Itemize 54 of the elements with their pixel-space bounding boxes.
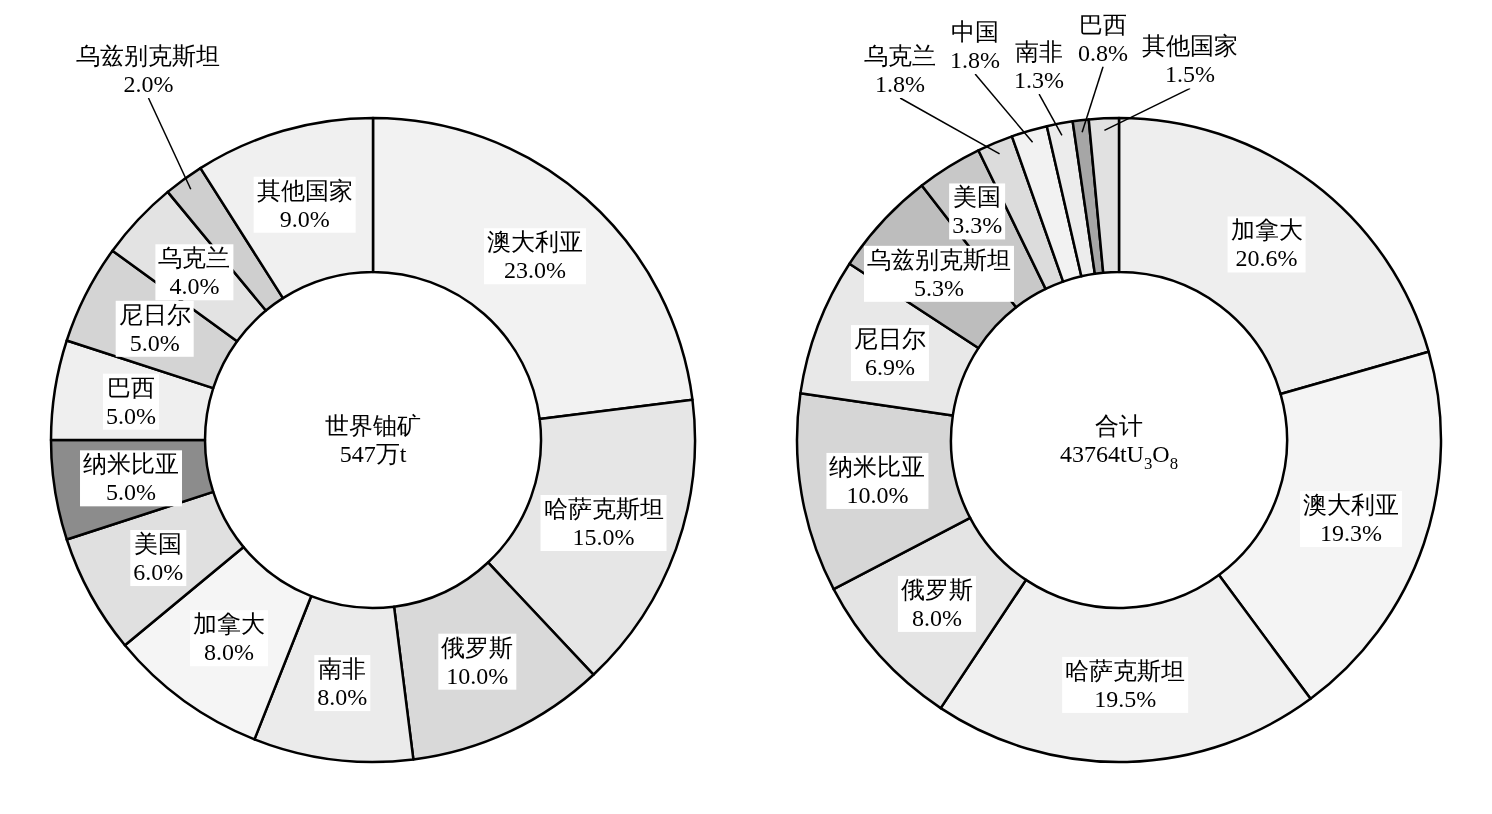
data-label: 23.0% bbox=[504, 257, 567, 284]
slice-label: 尼日尔 bbox=[118, 301, 191, 328]
slice-label: 乌兹别克斯坦 bbox=[76, 43, 221, 69]
data-label: 1.5% bbox=[1165, 61, 1216, 88]
slice-label: 巴西 bbox=[1079, 11, 1128, 38]
slice-label: 乌克兰 bbox=[864, 43, 937, 69]
slice-label: 中国 bbox=[951, 19, 1000, 45]
slice-label: 尼日尔 bbox=[853, 326, 926, 353]
slice-label: 南非 bbox=[318, 656, 367, 683]
slice-label: 纳米比亚 bbox=[83, 451, 180, 478]
data-label: 6.9% bbox=[864, 354, 915, 381]
data-label: 4.0% bbox=[169, 273, 220, 300]
data-label: 8.0% bbox=[317, 684, 368, 711]
data-label: 6.0% bbox=[133, 559, 184, 586]
slice-label: 哈萨克斯坦 bbox=[1065, 657, 1186, 684]
slice-label: 乌兹别克斯坦 bbox=[866, 246, 1011, 273]
slice-label: 巴西 bbox=[107, 374, 156, 401]
data-label: 1.8% bbox=[950, 47, 1001, 73]
data-label: 1.8% bbox=[875, 71, 926, 97]
slice-label: 加拿大 bbox=[1230, 217, 1303, 244]
slice-label: 美国 bbox=[134, 531, 183, 558]
slice-label: 其他国家 bbox=[256, 177, 353, 204]
text: 合计 bbox=[1095, 413, 1143, 439]
slice-label: 南非 bbox=[1015, 39, 1064, 66]
slice-label: 乌克兰 bbox=[158, 245, 231, 272]
data-label: 2.0% bbox=[123, 71, 174, 97]
data-label: 0.8% bbox=[1078, 39, 1129, 66]
slice-label: 澳大利亚 bbox=[1302, 491, 1399, 518]
slice-label: 哈萨克斯坦 bbox=[543, 495, 664, 522]
text: 世界铀矿 bbox=[325, 413, 421, 439]
slice-label: 俄罗斯 bbox=[441, 634, 514, 661]
data-label: 3.3% bbox=[952, 212, 1003, 239]
slice-label: 其他国家 bbox=[1142, 33, 1239, 60]
data-label: 20.6% bbox=[1235, 245, 1298, 272]
slice-label: 俄罗斯 bbox=[900, 576, 973, 603]
data-label: 19.3% bbox=[1319, 519, 1382, 546]
slice-label: 美国 bbox=[953, 184, 1002, 211]
text: 43764tU$_{3}$O$_{8}$ bbox=[1059, 441, 1179, 473]
data-label: 5.0% bbox=[106, 402, 157, 429]
data-label: 5.0% bbox=[106, 479, 157, 506]
data-label: 9.0% bbox=[279, 205, 330, 232]
data-label: 8.0% bbox=[203, 639, 254, 666]
data-label: 8.0% bbox=[911, 604, 962, 631]
slice-label: 澳大利亚 bbox=[487, 229, 584, 256]
data-label: 10.0% bbox=[846, 481, 909, 508]
data-label: 5.0% bbox=[129, 329, 180, 356]
slice-label: 加拿大 bbox=[192, 611, 265, 638]
data-label: 1.3% bbox=[1014, 67, 1065, 94]
data-label: 5.3% bbox=[913, 274, 964, 301]
data-label: 15.0% bbox=[572, 523, 635, 550]
data-label: 10.0% bbox=[446, 662, 509, 689]
text: 547万t bbox=[339, 441, 407, 467]
slice-label: 纳米比亚 bbox=[829, 453, 926, 480]
data-label: 19.5% bbox=[1094, 685, 1157, 712]
